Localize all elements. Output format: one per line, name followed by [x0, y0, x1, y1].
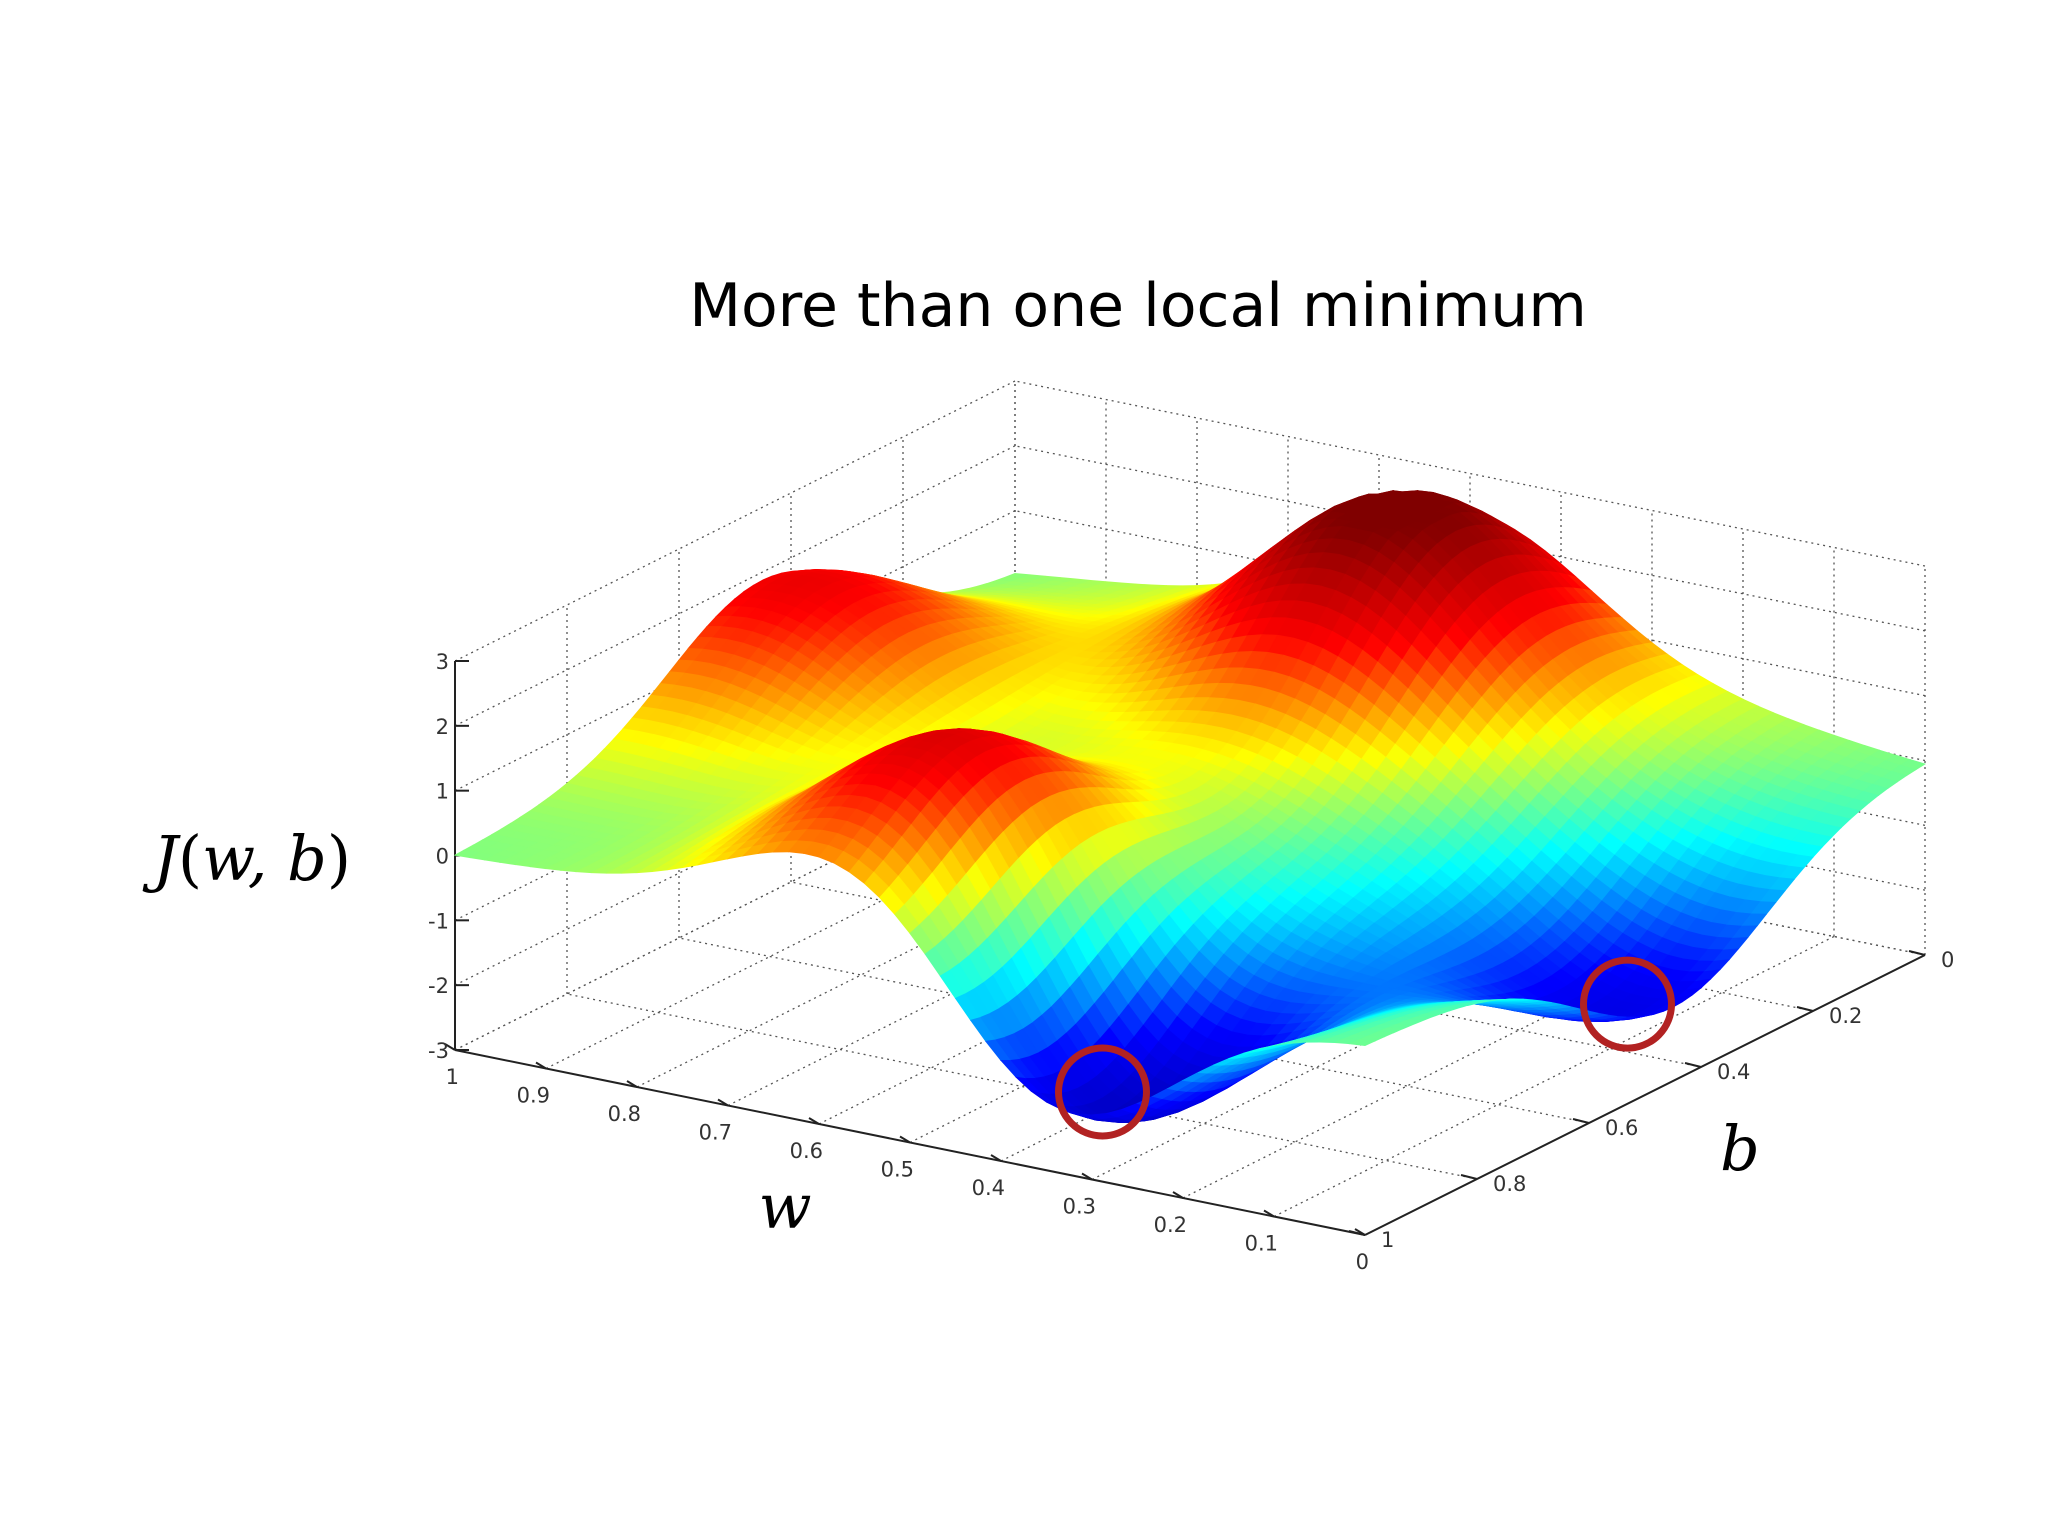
- z-tick-label: 1: [436, 780, 449, 804]
- x-tick-label: 0.2: [1154, 1213, 1187, 1237]
- side-wall-grid-line: [454, 769, 1016, 1051]
- y-tick-label: 0.4: [1717, 1060, 1750, 1084]
- side-wall-grid-line: [454, 380, 1016, 662]
- x-tick-mark: [1081, 1172, 1093, 1181]
- x-tick-label: 0.8: [608, 1102, 641, 1126]
- tick-labels: -3-2-1012300.10.20.30.40.50.60.70.80.910…: [428, 650, 1954, 1274]
- x-tick-label: 0.1: [1245, 1232, 1278, 1256]
- y-axis-label: b: [1720, 1112, 1760, 1185]
- y-tick-label: 1: [1381, 1228, 1394, 1252]
- x-tick-label: 0.9: [517, 1084, 550, 1108]
- z-axis-label: J(w, b): [142, 822, 351, 895]
- x-tick-label: 0.3: [1063, 1195, 1096, 1219]
- x-tick-mark: [626, 1080, 638, 1088]
- z-tick-label: -3: [428, 1039, 449, 1063]
- side-wall-grid-line: [454, 445, 1016, 727]
- x-tick-mark: [1172, 1191, 1184, 1199]
- z-tick-label: -1: [428, 909, 449, 933]
- y-tick-mark: [1572, 1118, 1590, 1124]
- y-tick-mark: [1796, 1006, 1814, 1012]
- minima-markers: [1055, 956, 1675, 1140]
- y-tick-mark: [1684, 1062, 1702, 1068]
- chart-title: More than one local minimum: [689, 271, 1587, 341]
- x-tick-mark: [535, 1061, 547, 1070]
- x-tick-label: 1: [446, 1065, 459, 1089]
- x-tick-mark: [899, 1135, 911, 1144]
- y-axis-line: [1364, 954, 1926, 1236]
- y-tick-mark: [1908, 950, 1926, 956]
- x-tick-mark: [444, 1043, 456, 1051]
- x-axis-label: w: [758, 1170, 811, 1243]
- x-tick-label: 0.6: [790, 1139, 823, 1163]
- axes: [444, 660, 1926, 1236]
- floor-grid-line: [636, 806, 1198, 1088]
- y-tick-label: 0: [1941, 948, 1954, 972]
- floor-grid-line: [1182, 917, 1744, 1199]
- y-tick-mark: [1348, 1230, 1366, 1236]
- x-tick-mark: [990, 1154, 1002, 1162]
- y-tick-mark: [1460, 1174, 1478, 1180]
- y-tick-label: 0.8: [1493, 1172, 1526, 1196]
- surface-patch: [1348, 1039, 1377, 1046]
- local-minimum-circle: [1055, 1044, 1150, 1140]
- local-minimum-circle: [1580, 956, 1675, 1052]
- z-tick-label: 3: [436, 650, 449, 674]
- floor-grid-line: [545, 787, 1107, 1070]
- y-tick-label: 0.2: [1829, 1004, 1862, 1028]
- floor-grid-line: [1273, 935, 1835, 1218]
- x-tick-label: 0.5: [881, 1158, 914, 1182]
- x-tick-mark: [1263, 1209, 1275, 1218]
- surface-plot: [453, 490, 1927, 1124]
- z-tick-label: -2: [428, 974, 449, 998]
- z-tick-label: 2: [436, 715, 449, 739]
- x-tick-label: 0.7: [699, 1121, 732, 1145]
- x-tick-label: 0.4: [972, 1176, 1005, 1200]
- y-tick-label: 0.6: [1605, 1116, 1638, 1140]
- x-tick-label: 0: [1356, 1250, 1369, 1274]
- x-tick-mark: [717, 1098, 729, 1107]
- x-tick-mark: [808, 1117, 820, 1125]
- z-tick-label: 0: [436, 845, 449, 869]
